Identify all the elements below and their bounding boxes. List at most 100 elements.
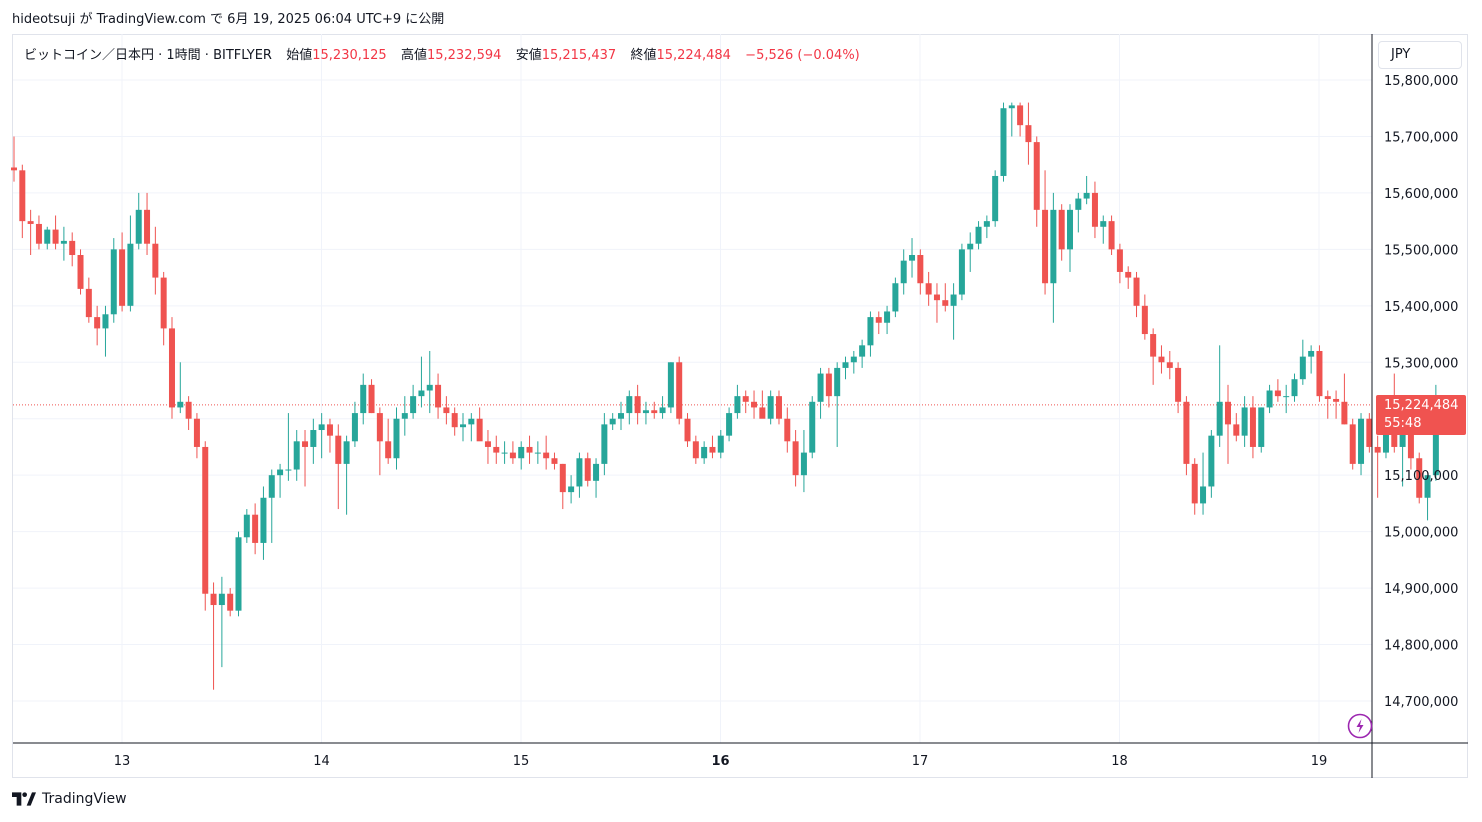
candle-body <box>393 418 400 459</box>
candle-down <box>1025 102 1032 165</box>
candle-body <box>1000 108 1007 176</box>
candle-body <box>376 413 383 442</box>
candle-body <box>1291 379 1298 397</box>
candle-body <box>460 424 467 428</box>
candle-body <box>1324 396 1331 399</box>
candle-down <box>543 435 550 470</box>
candle-body <box>1133 277 1140 306</box>
candle-down <box>119 232 126 312</box>
candle-body <box>584 458 591 481</box>
candle-up <box>177 362 184 414</box>
candle-up <box>1266 384 1273 414</box>
candle-down <box>94 305 101 346</box>
candle-body <box>933 294 940 301</box>
candle-down <box>1233 413 1240 442</box>
candle-body <box>1424 475 1431 498</box>
candle-up <box>975 221 982 250</box>
brand-footer[interactable]: TradingView <box>12 791 127 807</box>
candle-body <box>925 283 932 295</box>
candle-body <box>1249 407 1256 447</box>
candle-up <box>127 215 134 312</box>
candle-body <box>185 401 192 419</box>
candle-up <box>667 362 674 414</box>
candle-up <box>460 413 467 442</box>
candle-down <box>1224 384 1231 464</box>
candle-up <box>983 215 990 239</box>
candle-up <box>850 350 857 374</box>
candle-body <box>401 413 408 419</box>
candle-body <box>518 446 525 459</box>
candle-body <box>451 413 458 428</box>
candle-body <box>1391 430 1398 447</box>
candle-body <box>726 413 733 436</box>
candle-body <box>484 441 491 447</box>
candle-up <box>767 390 774 425</box>
candle-body <box>1349 424 1356 464</box>
candle-body <box>252 514 259 543</box>
x-tick-label: 15 <box>513 754 530 769</box>
candle-up <box>958 243 965 301</box>
candle-up <box>310 418 317 464</box>
candle-body <box>800 452 807 476</box>
candle-down <box>1333 390 1340 419</box>
candle-down <box>792 430 799 487</box>
candle-up <box>360 373 367 425</box>
candle-body <box>418 390 425 397</box>
candle-up <box>418 356 425 408</box>
candle-body <box>1083 192 1090 199</box>
candle-body <box>1166 362 1173 368</box>
candle-down <box>1166 350 1173 380</box>
candle-body <box>601 424 608 464</box>
candle-up <box>1291 373 1298 402</box>
candle-body <box>302 441 309 447</box>
candle-up <box>601 413 608 476</box>
candle-body <box>1399 430 1406 447</box>
candle-down <box>1341 373 1348 425</box>
candle-up <box>1000 102 1007 182</box>
candle-up <box>642 401 649 425</box>
candle-up <box>410 384 417 419</box>
candle-down <box>27 209 34 256</box>
candle-body <box>751 401 758 408</box>
candle-body <box>110 249 117 315</box>
candle-body <box>875 317 882 323</box>
candle-down <box>435 373 442 419</box>
candle-body <box>667 362 674 408</box>
candle-up <box>102 305 109 357</box>
candle-up <box>426 350 433 414</box>
candle-body <box>1033 142 1040 210</box>
candle-up <box>859 339 866 368</box>
candle-down <box>77 249 84 295</box>
candle-body <box>701 446 708 459</box>
candle-body <box>975 226 982 244</box>
candle-body <box>676 362 683 419</box>
candle-down <box>551 452 558 470</box>
candle-up <box>534 441 541 464</box>
candle-up <box>1075 192 1082 233</box>
candle-down <box>825 367 832 408</box>
candle-body <box>11 167 17 171</box>
candle-up <box>268 469 275 543</box>
currency-button[interactable]: JPY <box>1378 41 1462 69</box>
candle-up <box>1067 204 1074 272</box>
y-tick-label: 15,700,000 <box>1384 130 1458 145</box>
candle-body <box>1233 424 1240 436</box>
candle-body <box>127 243 134 306</box>
x-tick-label: 17 <box>912 754 929 769</box>
candle-body <box>859 345 866 357</box>
lightning-icon[interactable] <box>1347 713 1373 739</box>
candle-body <box>1025 125 1032 143</box>
candle-body <box>692 441 699 459</box>
candle-up <box>909 238 916 278</box>
y-tick-label: 14,700,000 <box>1384 695 1458 710</box>
candle-body <box>551 458 558 464</box>
candle-down <box>1158 345 1165 374</box>
candle-up <box>235 531 242 617</box>
candle-down <box>202 441 209 611</box>
candle-body <box>60 240 67 244</box>
candle-body <box>27 221 34 224</box>
candle-body <box>1299 356 1306 380</box>
candle-body <box>609 418 616 425</box>
candle-body <box>867 317 874 346</box>
